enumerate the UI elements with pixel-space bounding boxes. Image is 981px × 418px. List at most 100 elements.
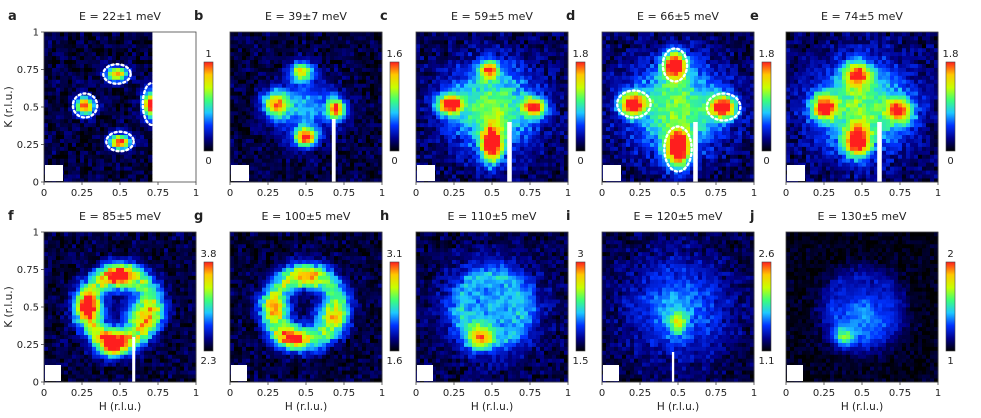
resolution-box xyxy=(45,165,63,181)
panel-b: b E = 39±7 meV 0 0.25 0.5 0.75 1 1.6 0 xyxy=(194,9,402,199)
panel-title: E = 59±5 meV xyxy=(451,10,533,23)
x-tick-label: 0.25 xyxy=(257,188,279,199)
x-tick-label: 0.5 xyxy=(854,188,870,199)
panel-label: j xyxy=(749,209,754,224)
panel-a: a E = 22±1 meV 0 0.25 0.5 0.75 1 0 0.25 0.5 0.75 1 K… xyxy=(3,9,214,199)
resolution-box xyxy=(787,165,805,181)
mask-bar xyxy=(671,352,675,382)
panel-title: E = 74±5 meV xyxy=(821,10,903,23)
mask-bar xyxy=(507,122,512,182)
x-tick-label: 0.5 xyxy=(484,388,500,399)
y-tick-label: 0.25 xyxy=(17,140,39,151)
panel-title: E = 120±5 meV xyxy=(634,210,723,223)
colorbar-min: 0 xyxy=(391,156,397,167)
resolution-box xyxy=(417,165,435,181)
panel-label: d xyxy=(566,9,575,24)
x-tick-label: 0.5 xyxy=(670,388,686,399)
x-tick-label: 1 xyxy=(379,388,385,399)
x-tick-label: 0.5 xyxy=(298,188,314,199)
dashed-ellipse xyxy=(105,130,135,153)
heatmap xyxy=(416,232,569,383)
colorbar-min: 0 xyxy=(947,156,953,167)
x-tick-label: 0 xyxy=(227,188,233,199)
x-tick-label: 0.75 xyxy=(705,388,727,399)
x-tick-label: 0.25 xyxy=(443,188,465,199)
colorbar-min: 0 xyxy=(205,156,211,167)
x-tick-label: 1 xyxy=(751,388,757,399)
resolution-box xyxy=(787,365,803,381)
heatmap xyxy=(602,32,755,183)
y-tick-label: 0.75 xyxy=(17,65,39,76)
x-tick-label: 1 xyxy=(565,188,571,199)
colorbar-max: 3 xyxy=(577,249,583,260)
x-axis-label: H (r.l.u.) xyxy=(841,401,883,413)
y-tick-label: 1 xyxy=(33,28,39,39)
y-axis-label: K (r.l.u.) xyxy=(3,86,15,127)
x-tick-label: 0.25 xyxy=(629,388,651,399)
colorbar xyxy=(945,261,956,352)
y-tick-label: 0 xyxy=(33,178,39,189)
colorbar-max: 1.8 xyxy=(573,49,589,60)
dashed-ellipse xyxy=(102,63,132,85)
colorbar-max: 3.1 xyxy=(387,249,403,260)
colorbar-max: 3.8 xyxy=(201,249,217,260)
panel-title: E = 66±5 meV xyxy=(637,10,719,23)
colorbar-min: 2.3 xyxy=(201,356,217,367)
x-tick-label: 0.25 xyxy=(71,388,93,399)
resolution-box xyxy=(231,365,247,381)
panel-title: E = 39±7 meV xyxy=(265,10,347,23)
x-tick-label: 0.5 xyxy=(670,188,686,199)
panel-label: b xyxy=(194,9,203,24)
panel-label: f xyxy=(8,209,14,224)
x-tick-label: 0.5 xyxy=(854,388,870,399)
colorbar xyxy=(203,61,214,152)
panel-label: e xyxy=(750,9,759,24)
panel-label: a xyxy=(8,9,17,24)
x-axis-label: H (r.l.u.) xyxy=(285,401,327,413)
colorbar-min: 1.6 xyxy=(387,356,403,367)
heatmap xyxy=(44,32,153,183)
y-tick-label: 1 xyxy=(33,228,39,239)
x-tick-label: 0 xyxy=(783,388,789,399)
x-tick-label: 1 xyxy=(379,188,385,199)
panel-d: d E = 66±5 meV 0 0.25 0.5 0.75 1 1.8 0 xyxy=(566,9,774,199)
colorbar-max: 1.8 xyxy=(943,49,959,60)
dashed-ellipse xyxy=(71,92,99,119)
panel-title: E = 130±5 meV xyxy=(818,210,907,223)
colorbar xyxy=(761,261,772,352)
x-tick-label: 0 xyxy=(599,188,605,199)
x-tick-label: 0.75 xyxy=(333,188,355,199)
x-tick-label: 0 xyxy=(41,388,47,399)
colorbar-max: 1.8 xyxy=(759,49,775,60)
x-tick-label: 0.5 xyxy=(112,388,128,399)
x-tick-label: 1 xyxy=(565,388,571,399)
panel-title: E = 85±5 meV xyxy=(79,210,161,223)
colorbar xyxy=(761,61,772,152)
x-tick-label: 0.75 xyxy=(147,188,169,199)
masked-region xyxy=(153,32,196,182)
x-tick-label: 0.25 xyxy=(443,388,465,399)
mask-bar xyxy=(331,119,336,182)
heatmap xyxy=(416,32,569,183)
panel-label: i xyxy=(566,209,570,224)
colorbar xyxy=(389,261,400,352)
x-tick-label: 0.75 xyxy=(519,188,541,199)
x-axis-label: H (r.l.u.) xyxy=(471,401,513,413)
colorbar-max: 1.6 xyxy=(387,49,403,60)
x-tick-label: 0.5 xyxy=(484,188,500,199)
x-axis-label: H (r.l.u.) xyxy=(657,401,699,413)
heatmap xyxy=(230,32,383,183)
resolution-box xyxy=(45,365,61,381)
x-tick-label: 0 xyxy=(413,188,419,199)
panel-title: E = 22±1 meV xyxy=(79,10,161,23)
dashed-ellipse xyxy=(661,47,689,83)
x-tick-label: 0 xyxy=(227,388,233,399)
panel-label: c xyxy=(380,9,388,24)
dashed-ellipse xyxy=(663,125,693,173)
x-tick-label: 0.25 xyxy=(813,188,835,199)
panel-g: g E = 100±5 meV 0 0.25 0.5 0.75 1 H (r.l.u.) 3.1… xyxy=(194,209,402,413)
y-tick-label: 0.25 xyxy=(17,340,39,351)
x-tick-label: 1 xyxy=(193,188,199,199)
panel-label: h xyxy=(380,209,389,224)
